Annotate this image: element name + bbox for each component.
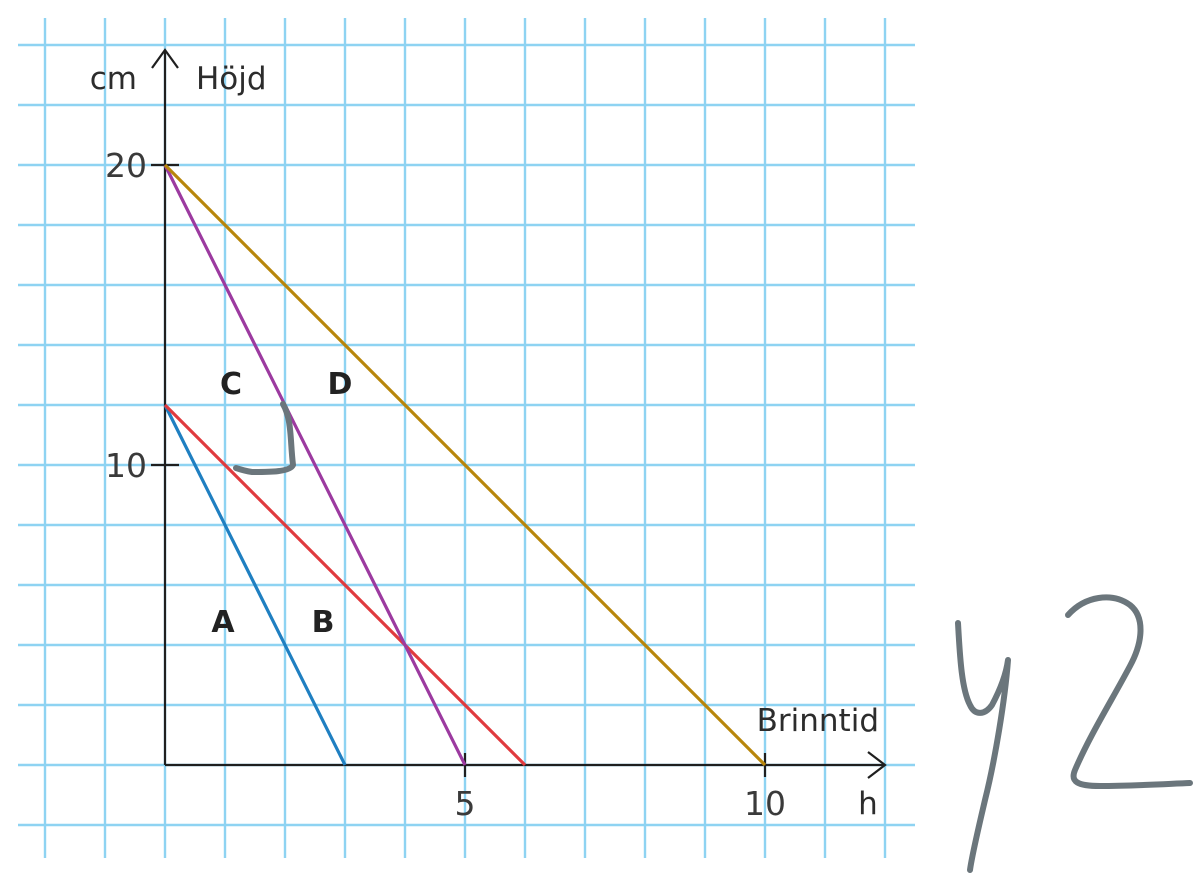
series-line-d bbox=[163, 163, 767, 767]
ticks: 10 20 5 10 bbox=[105, 146, 786, 823]
series-label-b: B bbox=[312, 605, 335, 640]
x-tick-label: 10 bbox=[744, 784, 786, 823]
y-unit-label: cm bbox=[90, 61, 137, 97]
x-tick-label: 5 bbox=[455, 784, 476, 823]
series-line-c bbox=[163, 164, 467, 766]
y-tick-label: 20 bbox=[105, 146, 147, 185]
y2-scribble bbox=[955, 594, 1193, 873]
corner-check-mark bbox=[233, 401, 296, 475]
y-tick-label: 10 bbox=[105, 446, 147, 485]
series-label-c: C bbox=[220, 367, 242, 402]
y-axis-title: Höjd bbox=[196, 61, 267, 97]
series-lines bbox=[163, 163, 767, 767]
series-label-d: D bbox=[328, 367, 353, 402]
x-axis-title: Brinntid bbox=[757, 703, 879, 739]
x-axis-arrow bbox=[867, 751, 887, 779]
series-label-a: A bbox=[211, 605, 235, 640]
handwriting-annotations bbox=[233, 401, 1193, 873]
axes bbox=[151, 48, 887, 779]
series-line-a bbox=[163, 404, 347, 766]
x-unit-label: h bbox=[858, 786, 878, 822]
series-line-b bbox=[163, 403, 527, 767]
y-axis-arrow bbox=[151, 48, 179, 69]
